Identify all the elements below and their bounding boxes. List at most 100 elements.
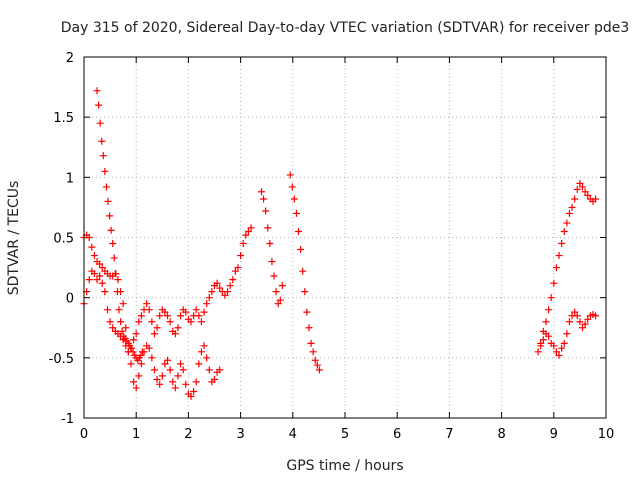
x-tick-label: 9 (550, 427, 558, 442)
x-tick-label: 5 (341, 427, 349, 442)
data-point (187, 392, 195, 400)
data-point (195, 360, 203, 368)
data-point (118, 327, 126, 335)
data-point (106, 212, 114, 220)
data-point (278, 282, 286, 290)
data-point (156, 312, 164, 320)
data-point (576, 179, 584, 187)
data-point (95, 101, 103, 109)
data-point (182, 380, 190, 388)
data-point (109, 324, 117, 332)
data-point (166, 366, 174, 374)
x-tick-label: 2 (184, 427, 192, 442)
data-point (234, 264, 242, 272)
data-point (132, 384, 140, 392)
data-point (563, 330, 571, 338)
data-point (119, 300, 127, 308)
data-point (571, 308, 579, 316)
data-point (205, 366, 213, 374)
data-point (221, 291, 229, 299)
data-point (573, 185, 581, 193)
data-point (568, 203, 576, 211)
data-point (579, 183, 587, 191)
data-point (192, 378, 200, 386)
data-point (200, 342, 208, 350)
data-point (292, 209, 300, 217)
series-track-b (80, 224, 255, 356)
y-tick-label: 0.5 (53, 232, 74, 247)
data-point (534, 348, 542, 356)
x-tick-label: 1 (132, 427, 140, 442)
data-point (211, 375, 218, 383)
data-point (190, 388, 198, 396)
data-point (299, 267, 307, 275)
data-point (164, 356, 172, 364)
series-track-f (534, 179, 600, 356)
x-tick-label: 4 (289, 427, 297, 442)
x-tick-label: 7 (445, 427, 453, 442)
data-points (80, 87, 600, 400)
series-track-g (537, 308, 600, 359)
data-point (592, 312, 600, 320)
data-point (127, 360, 135, 368)
x-tick-label: 8 (497, 427, 505, 442)
data-point (260, 195, 268, 203)
data-point (264, 224, 272, 232)
x-tick-label: 3 (236, 427, 244, 442)
y-axis-label: SDTVAR / TECUs (6, 181, 22, 296)
data-point (257, 188, 265, 196)
data-point (98, 264, 106, 272)
data-point (156, 380, 164, 388)
data-point (96, 119, 104, 127)
data-point (542, 318, 550, 326)
data-point (113, 288, 121, 296)
data-point (137, 360, 145, 368)
data-point (550, 279, 558, 287)
y-tick-label: 1 (66, 171, 74, 186)
data-point (297, 246, 305, 254)
data-point (592, 195, 600, 203)
data-point (187, 318, 195, 326)
data-point (205, 294, 213, 302)
data-point (88, 243, 96, 251)
data-point (135, 318, 143, 326)
data-point (565, 318, 573, 326)
data-point (161, 360, 169, 368)
data-point (295, 227, 303, 235)
y-tick-label: 0 (66, 292, 74, 307)
data-point (286, 171, 294, 179)
data-point (101, 167, 109, 175)
data-point (143, 300, 151, 308)
data-point (99, 152, 107, 160)
data-point (274, 300, 282, 308)
data-point (545, 306, 553, 314)
data-point (98, 137, 106, 145)
data-point (247, 224, 255, 232)
data-point (150, 366, 158, 374)
data-point (303, 308, 311, 316)
data-point (203, 300, 211, 308)
data-point (584, 315, 592, 323)
data-point (109, 240, 117, 248)
data-point (122, 324, 130, 332)
y-tick-label: -0.5 (49, 352, 74, 367)
data-point (192, 306, 200, 314)
plot-frame (83, 56, 607, 419)
y-tick-label: 2 (66, 51, 74, 66)
data-point (138, 348, 146, 356)
series-track-e (286, 171, 323, 374)
data-point (85, 276, 93, 284)
data-point (290, 195, 298, 203)
data-point (132, 330, 140, 338)
data-point (164, 312, 172, 320)
data-point (268, 258, 276, 266)
data-point (555, 351, 563, 359)
data-point (153, 375, 161, 383)
data-point (565, 209, 573, 217)
data-point (145, 344, 153, 352)
data-point (85, 234, 93, 241)
data-point (161, 308, 169, 316)
data-point (166, 318, 174, 326)
data-point (571, 195, 579, 203)
